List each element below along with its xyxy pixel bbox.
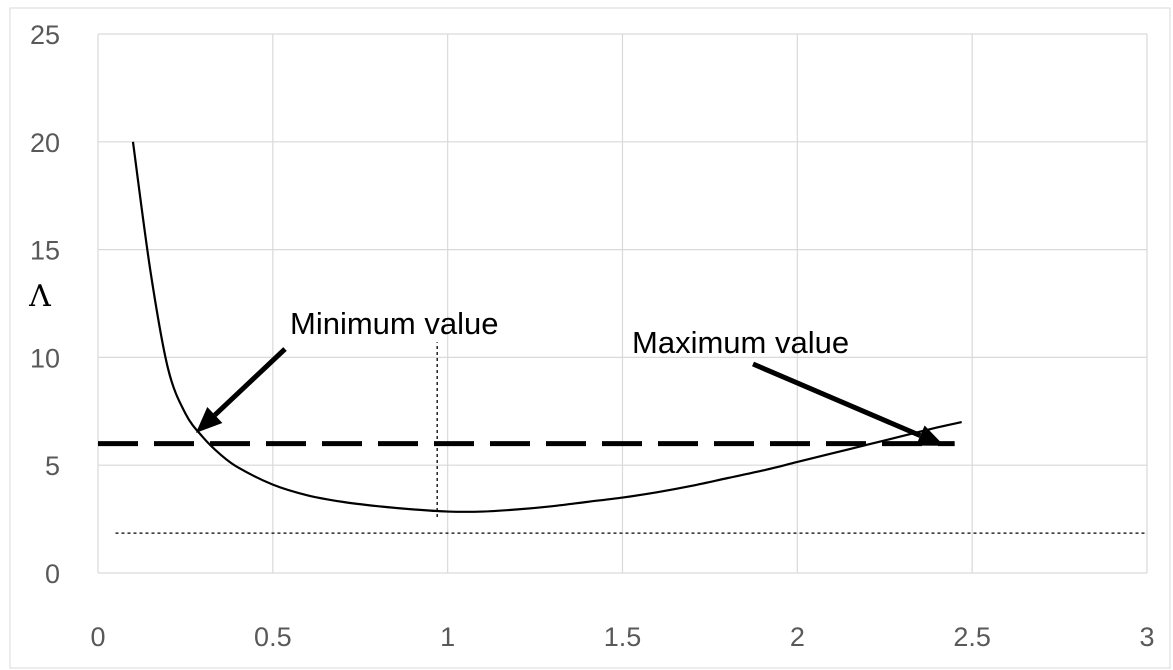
- x-tick-label: 1.5: [604, 622, 642, 652]
- x-tick-label: 2: [790, 622, 805, 652]
- y-tick-label: 25: [30, 20, 60, 50]
- grid: [97, 33, 1148, 574]
- x-tick-label: 1: [440, 622, 455, 652]
- x-tick-label: 0.5: [254, 622, 292, 652]
- annotations: Minimum value Maximum value: [195, 306, 945, 446]
- y-tick-label: 15: [30, 236, 60, 266]
- y-tick-label: 20: [30, 128, 60, 158]
- y-tick-label: 10: [30, 343, 60, 373]
- x-tick-label: 0: [90, 622, 105, 652]
- x-axis-tick-labels: 0 0.5 1 1.5 2 2.5 3: [90, 622, 1154, 652]
- x-tick-label: 3: [1139, 622, 1154, 652]
- annotation-maximum-label: Maximum value: [632, 325, 849, 360]
- x-tick-label: 2.5: [953, 622, 991, 652]
- chart-area-border: [9, 7, 1171, 669]
- y-axis-label: Λ: [28, 279, 51, 314]
- reference-lines: [98, 342, 1147, 534]
- series-line: [131, 141, 962, 513]
- y-tick-label: 5: [45, 451, 60, 481]
- annotation-minimum-label: Minimum value: [290, 306, 498, 341]
- y-axis-tick-labels: 0 5 10 15 20 25: [30, 20, 60, 589]
- annotation-minimum-arrow: [195, 347, 287, 433]
- annotation-maximum-arrow: [752, 361, 945, 446]
- y-tick-label: 0: [45, 559, 60, 589]
